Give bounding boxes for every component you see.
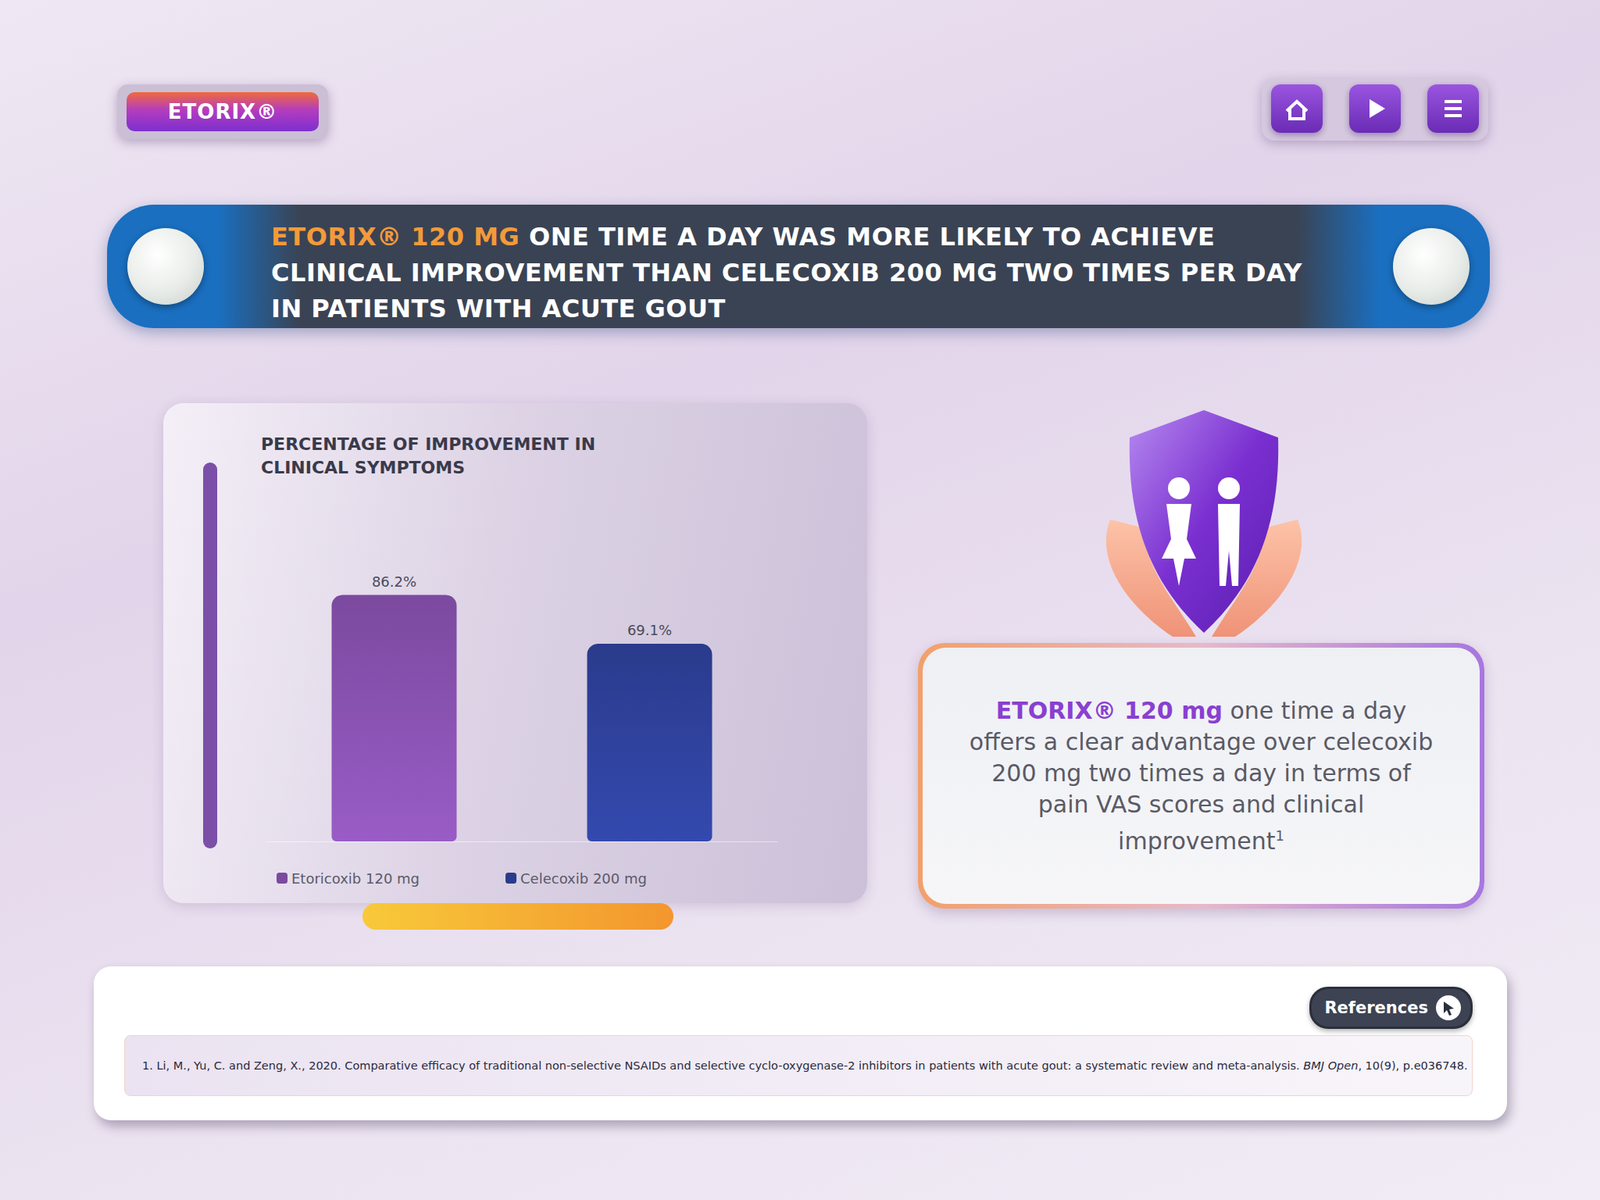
- html-text:ETORIX®: ETORIX®: [167, 100, 278, 124]
- svg-text:CLINICAL SYMPTOMS: CLINICAL SYMPTOMS: [260, 457, 465, 478]
- svg-text:69.1%: 69.1%: [627, 621, 672, 639]
- html-text:ETORIX® 120 MG ONE TIME A DAY: ETORIX® 120 MG ONE TIME A DAY WAS MORE L…: [271, 221, 1303, 324]
- html-text:1. Li, M., Yu, C. and Zeng, X.: 1. Li, M., Yu, C. and Zeng, X., 2020. Co…: [142, 1059, 1468, 1072]
- html-text:ETORIX® 120 mg one time a day: ETORIX® 120 mg one time a day offers a c…: [969, 696, 1433, 855]
- svg-text:Etoricoxib 120 mg: Etoricoxib 120 mg: [291, 870, 420, 887]
- svg-text:PERCENTAGE OF IMPROVEMENT IN: PERCENTAGE OF IMPROVEMENT IN: [260, 434, 602, 454]
- svg-text:86.2%: 86.2%: [371, 573, 417, 590]
- svg-text:Celecoxib 200 mg: Celecoxib 200 mg: [520, 870, 647, 887]
- html-text:References: References: [1324, 998, 1429, 1018]
